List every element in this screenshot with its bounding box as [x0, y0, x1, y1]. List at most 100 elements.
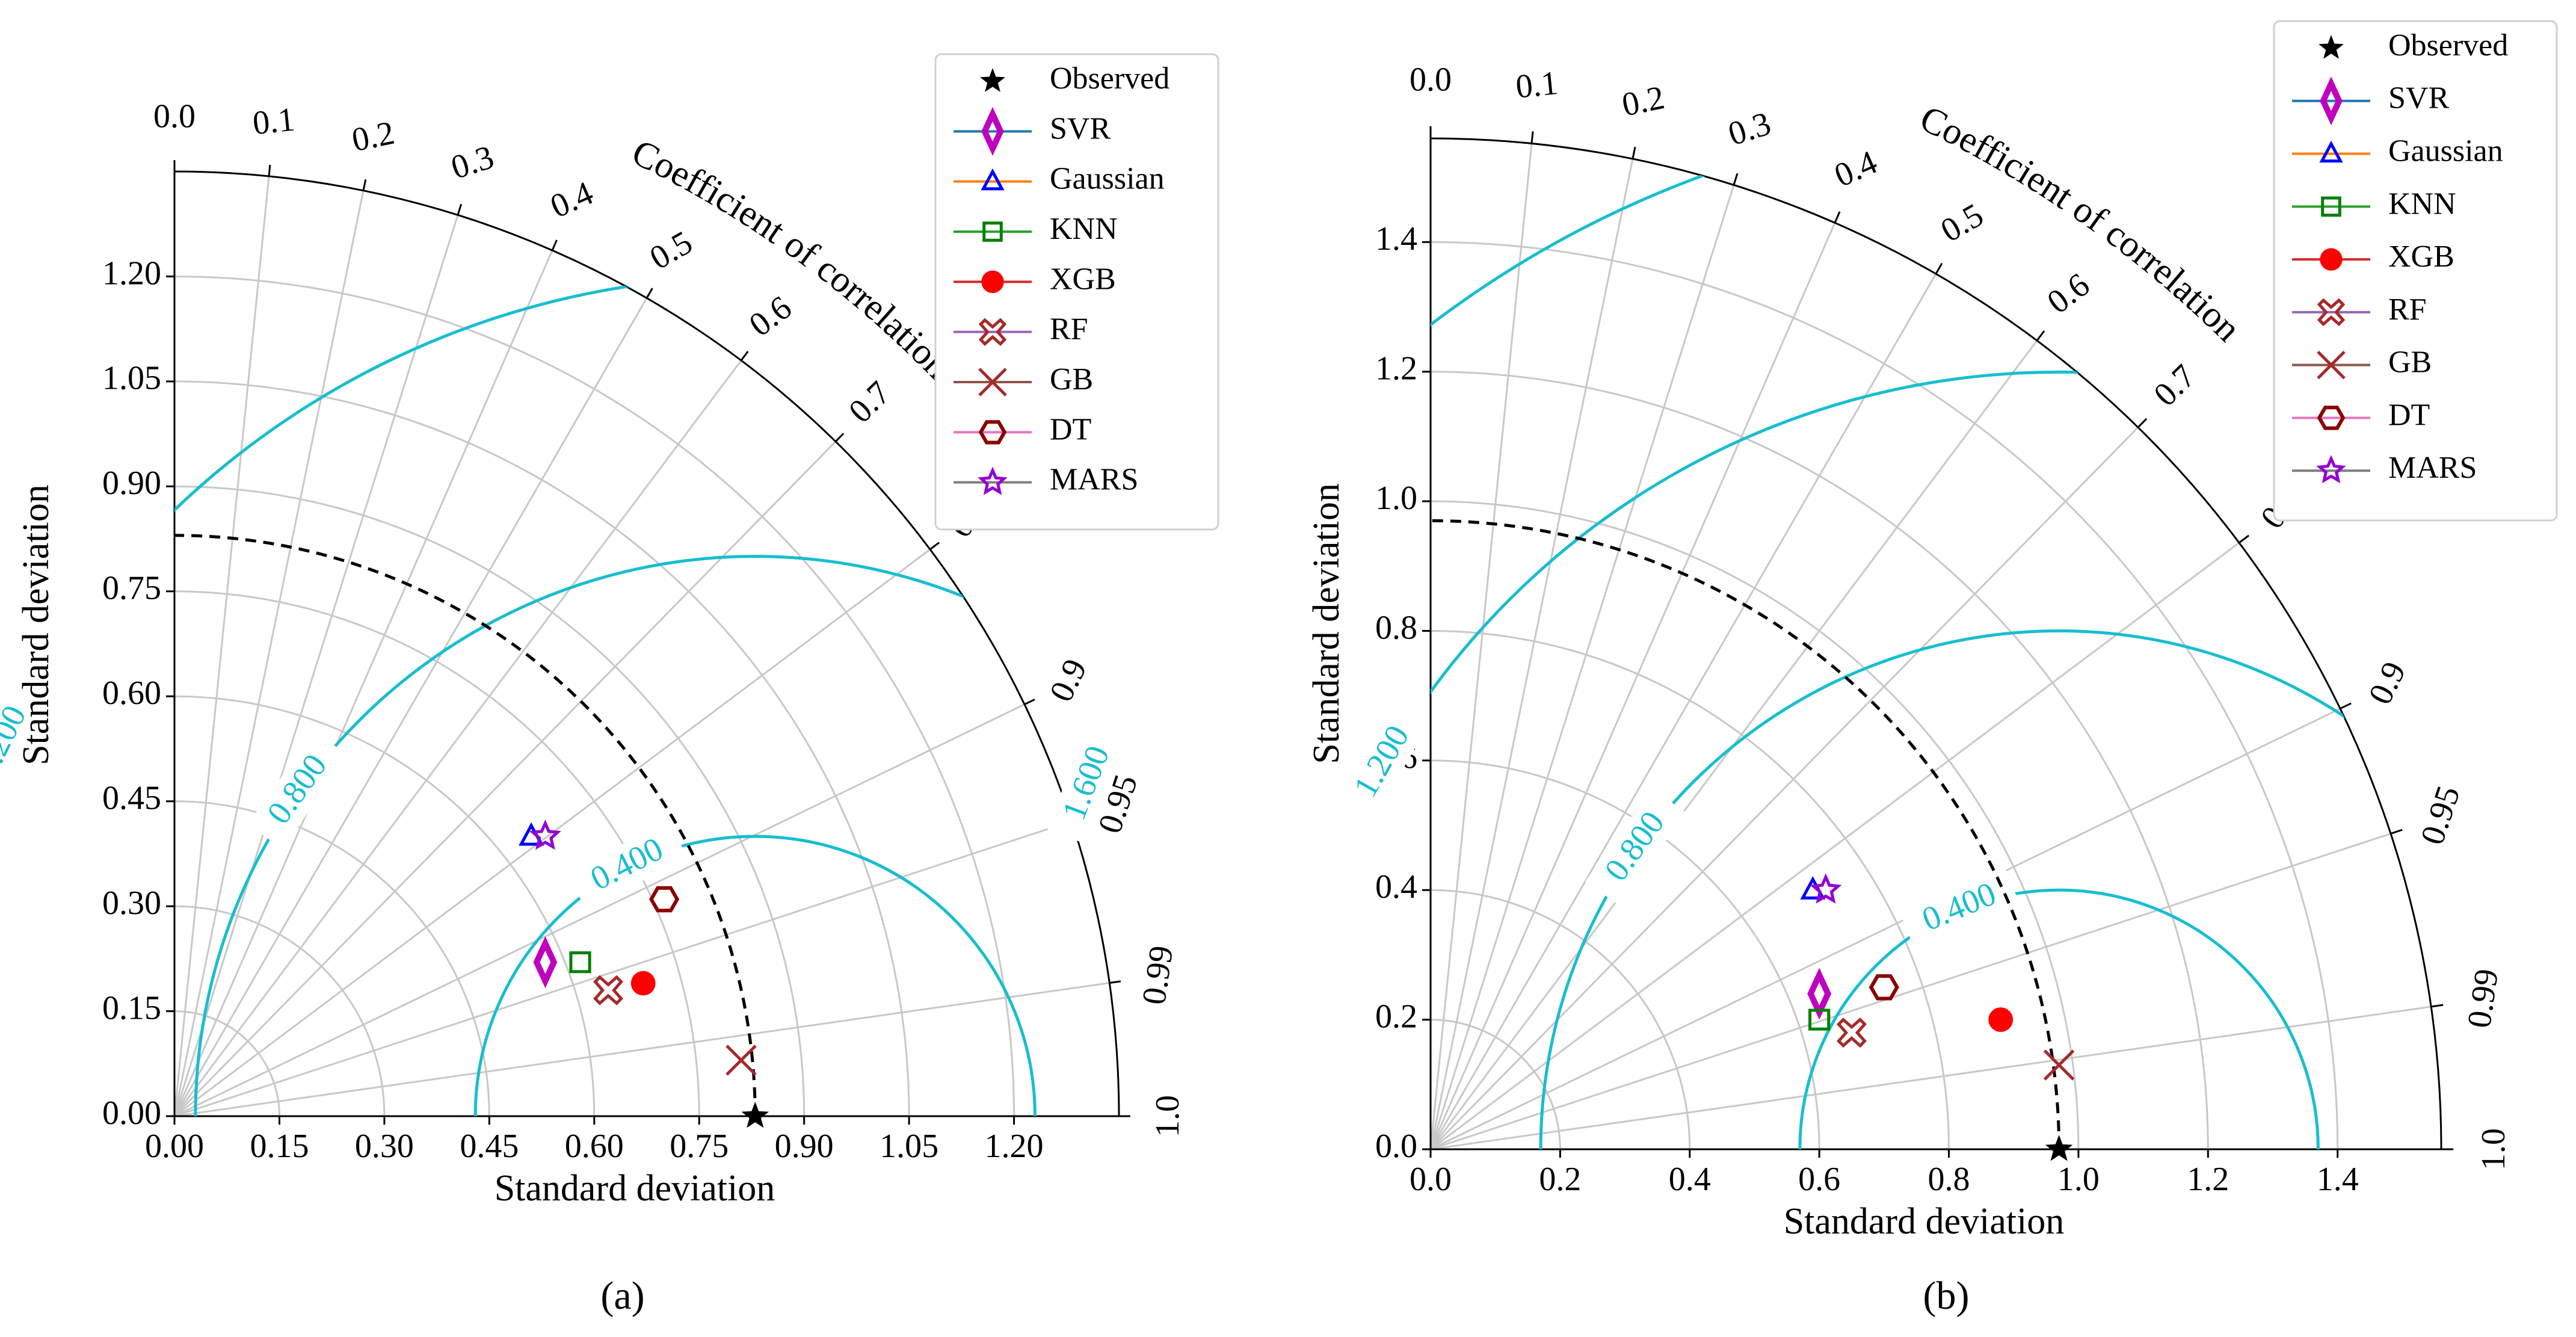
- legend-marker-xgb: [981, 270, 1004, 294]
- data-point-observed: [741, 1102, 769, 1128]
- legend-marker-knn: [2321, 196, 2341, 217]
- corr-grid-line: [1430, 542, 2240, 1150]
- data-point-dt: [1869, 974, 1899, 1001]
- legend-marker-gb: [2317, 350, 2346, 380]
- corr-tick-mark: [2239, 534, 2250, 544]
- legend-marker-observed: [2319, 35, 2344, 59]
- corr-grid-line: [1429, 340, 2038, 1150]
- legend-marker-gb: [978, 368, 1007, 397]
- data-point-xgb: [1988, 1007, 2014, 1033]
- std-grid-arc: [1430, 241, 2339, 1150]
- rms-contour: [0, 277, 1595, 1116]
- corr-tick-label: 0.6: [742, 289, 798, 344]
- std-grid-arc: [174, 800, 490, 1117]
- x-tick-label: 1.20: [985, 1128, 1044, 1165]
- data-point-observed: [2045, 1135, 2073, 1161]
- contour-label-bg: [1047, 722, 1127, 845]
- legend-marker-gaussian: [2319, 140, 2343, 163]
- legend-box: [2273, 20, 2558, 522]
- corr-grid-line: [173, 297, 648, 1117]
- x-tick-label: 0.8: [1928, 1161, 1970, 1198]
- legend-label: KNN: [2388, 187, 2456, 221]
- corr-tick-label: 0.0: [153, 97, 196, 135]
- std-grid-arc: [1430, 371, 2209, 1150]
- x-tick-label: 0.45: [460, 1128, 519, 1165]
- legend-marker-dt: [2317, 406, 2346, 430]
- x-tick-label: 1.2: [2187, 1161, 2229, 1198]
- legend-label: Gaussian: [2388, 134, 2503, 168]
- y-axis-label: Standard deviation: [1306, 483, 1347, 764]
- std-grid-arc: [174, 590, 700, 1117]
- y-tick-label: 0.2: [1375, 998, 1417, 1035]
- legend-marker-mars: [978, 466, 1008, 495]
- corr-tick-mark: [268, 164, 271, 177]
- contour-label-bg: [247, 731, 349, 849]
- rms-contours: [0, 277, 1595, 1116]
- panel-label: (a): [600, 1274, 644, 1318]
- legend-label: Observed: [2388, 28, 2508, 63]
- corr-tick-mark: [1109, 980, 1121, 984]
- contour-label-bg: [1336, 702, 1430, 823]
- legend-label: GB: [1050, 362, 1093, 397]
- corr-tick-mark: [1935, 262, 1943, 274]
- corr-tick-label: 0.1: [251, 100, 297, 142]
- std-grid-arc: [174, 1010, 280, 1117]
- y-tick-label: 0.30: [102, 885, 161, 922]
- legend-label: DT: [2388, 398, 2430, 432]
- legend-label: SVR: [1050, 111, 1111, 146]
- corr-tick-label: 0.1: [1514, 64, 1560, 106]
- data-point-knn: [1808, 1008, 1831, 1031]
- data-point-rf: [1836, 1017, 1867, 1048]
- corr-tick-label: 0.6: [2041, 266, 2097, 321]
- corr-grid-line: [1429, 184, 1735, 1150]
- data-point-xgb: [630, 971, 656, 996]
- corr-tick-label: 0.7: [842, 374, 898, 430]
- corr-tick-mark: [551, 239, 558, 251]
- legend-marker-svr: [2320, 76, 2343, 126]
- corr-grid-line: [1429, 273, 1937, 1150]
- y-tick-label: 0.15: [102, 989, 161, 1027]
- corr-tick-mark: [1834, 211, 1841, 223]
- corr-tick-mark: [2390, 829, 2403, 835]
- outer-arc: [174, 170, 1120, 1117]
- corr-grid-line: [173, 440, 837, 1117]
- y-tick-label: 0.90: [102, 465, 161, 502]
- legend-marker-observed: [980, 68, 1005, 92]
- std-grid-arc: [174, 275, 1015, 1117]
- observed-std-arc: [1430, 519, 2061, 1150]
- corr-tick-label: 0.9: [1043, 653, 1094, 708]
- data-point-svr: [533, 936, 558, 989]
- contour-label-bg: [567, 820, 688, 910]
- corr-tick-label: 1.0: [1149, 1095, 1186, 1137]
- y-tick-label: 0.60: [102, 675, 161, 712]
- corr-tick-label: 0.0: [1410, 61, 1452, 98]
- x-tick-label: 0.6: [1798, 1161, 1840, 1198]
- std-grid-arc: [174, 380, 910, 1117]
- legend-marker-knn: [982, 221, 1003, 242]
- data-point-mars: [1810, 873, 1842, 904]
- data-point-dt: [649, 886, 680, 913]
- panel-label: (b): [1923, 1274, 1970, 1318]
- legend-label: SVR: [2388, 81, 2449, 116]
- observed-std-arc: [174, 534, 757, 1117]
- y-tick-label: 0.75: [102, 570, 161, 607]
- legend-label: KNN: [1050, 212, 1118, 246]
- x-tick-label: 0.4: [1669, 1161, 1711, 1198]
- y-tick-label: 0.0: [1375, 1128, 1417, 1165]
- x-tick-label: 0.30: [355, 1128, 414, 1165]
- y-tick-label: 0.4: [1375, 868, 1417, 906]
- corr-grid-line: [1430, 708, 2341, 1150]
- y-tick-label: 1.0: [1375, 480, 1417, 517]
- legend-marker-mars: [2316, 455, 2346, 484]
- corr-grid-line: [173, 214, 459, 1117]
- std-grid-arc: [174, 905, 386, 1117]
- corr-tick-mark: [1632, 146, 1636, 159]
- std-grid-arc: [1430, 500, 2080, 1150]
- corr-tick-mark: [1530, 131, 1534, 144]
- legend-label: XGB: [2388, 239, 2454, 274]
- data-point-mars: [529, 820, 561, 850]
- legend-label: XGB: [1050, 262, 1116, 296]
- corr-grid-line: [173, 360, 742, 1117]
- legend-label: MARS: [2388, 451, 2477, 485]
- corr-tick-label: 0.9: [2361, 656, 2413, 710]
